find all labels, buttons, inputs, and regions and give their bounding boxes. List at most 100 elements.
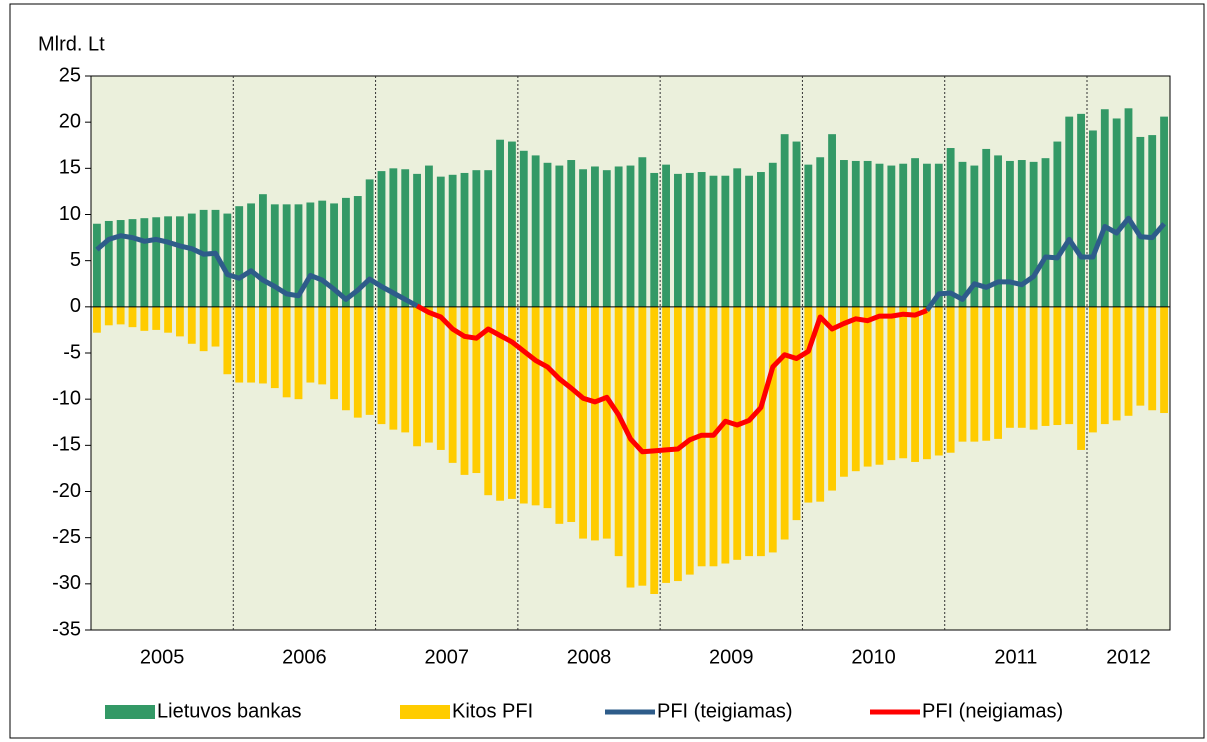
bar — [840, 306, 848, 477]
bar — [970, 165, 979, 307]
bar — [318, 306, 327, 385]
bar — [1065, 306, 1074, 425]
bar — [531, 306, 540, 506]
bar — [496, 139, 504, 307]
bar — [164, 216, 172, 307]
bar — [519, 306, 528, 504]
bar — [721, 175, 730, 307]
bar — [674, 306, 682, 582]
y-tick-label: 20 — [59, 110, 81, 132]
bar — [840, 160, 848, 307]
bar — [887, 306, 896, 461]
bar — [104, 306, 113, 326]
bar — [733, 306, 742, 560]
x-tick-label: 2010 — [851, 646, 896, 668]
bar — [152, 306, 161, 330]
bar — [401, 306, 410, 433]
bar — [614, 306, 623, 557]
bar — [128, 306, 137, 328]
bar — [1029, 161, 1038, 307]
bar — [128, 219, 137, 307]
bar — [1041, 158, 1050, 307]
y-tick-label: -25 — [52, 526, 81, 548]
bar — [496, 306, 504, 501]
bar — [899, 163, 908, 307]
bar — [223, 213, 232, 307]
y-tick-label: -15 — [52, 434, 81, 456]
bar — [662, 164, 670, 307]
bar — [1124, 306, 1133, 416]
bar — [342, 197, 350, 307]
bar — [211, 306, 220, 347]
bar — [259, 306, 267, 384]
y-tick-label: -20 — [52, 480, 81, 502]
bar — [318, 200, 327, 307]
bar — [365, 306, 374, 415]
y-tick-label: -30 — [52, 572, 81, 594]
bar — [638, 306, 647, 586]
bar — [270, 204, 279, 307]
bar — [508, 141, 516, 307]
x-tick-label: 2008 — [567, 646, 612, 668]
x-tick-label: 2011 — [994, 646, 1037, 668]
bar — [792, 306, 801, 521]
bar — [911, 158, 919, 307]
bar — [199, 209, 208, 307]
bar — [709, 175, 718, 307]
bar — [176, 306, 184, 337]
bar — [1112, 306, 1121, 421]
bar — [602, 306, 611, 539]
x-tick-label: 2005 — [140, 646, 185, 668]
bar — [816, 157, 825, 307]
x-tick-label: 2009 — [709, 646, 754, 668]
bar — [519, 150, 528, 307]
y-axis-label: Mlrd. Lt — [38, 33, 105, 55]
y-tick-label: 10 — [59, 203, 81, 225]
bar — [1065, 116, 1074, 307]
bar — [923, 163, 931, 307]
bar — [804, 306, 813, 503]
bar — [1089, 130, 1097, 307]
bar — [863, 306, 872, 467]
bar — [1089, 306, 1097, 433]
bar — [484, 170, 493, 307]
bar — [140, 306, 149, 331]
legend-swatch — [105, 705, 155, 719]
bar — [911, 306, 919, 462]
bar — [1006, 306, 1014, 428]
bar — [116, 220, 125, 307]
bar — [934, 306, 943, 456]
bar — [828, 134, 836, 307]
y-tick-label: 25 — [59, 64, 81, 86]
bar — [294, 306, 303, 400]
bar — [946, 148, 955, 307]
bar — [1077, 306, 1085, 450]
bar — [757, 306, 765, 557]
bar — [152, 217, 161, 307]
bar — [377, 171, 386, 307]
bar — [626, 165, 635, 307]
bar — [1100, 109, 1109, 307]
bar — [353, 196, 362, 307]
legend-label: Lietuvos bankas — [157, 700, 302, 722]
bar — [448, 174, 457, 307]
bar — [851, 160, 860, 307]
bar — [970, 306, 979, 442]
bar — [828, 306, 836, 491]
x-tick-label: 2006 — [282, 646, 327, 668]
bar — [685, 172, 694, 307]
bar — [187, 306, 196, 344]
bar — [614, 166, 623, 307]
bar — [365, 179, 374, 307]
bar — [780, 306, 789, 540]
bar — [994, 155, 1002, 307]
bar — [187, 213, 196, 307]
bar — [650, 172, 659, 307]
bar — [223, 306, 232, 375]
y-tick-label: 15 — [59, 157, 81, 179]
bar — [851, 306, 860, 472]
legend-swatch — [400, 705, 450, 719]
bar — [958, 306, 967, 442]
bar — [1112, 118, 1121, 307]
